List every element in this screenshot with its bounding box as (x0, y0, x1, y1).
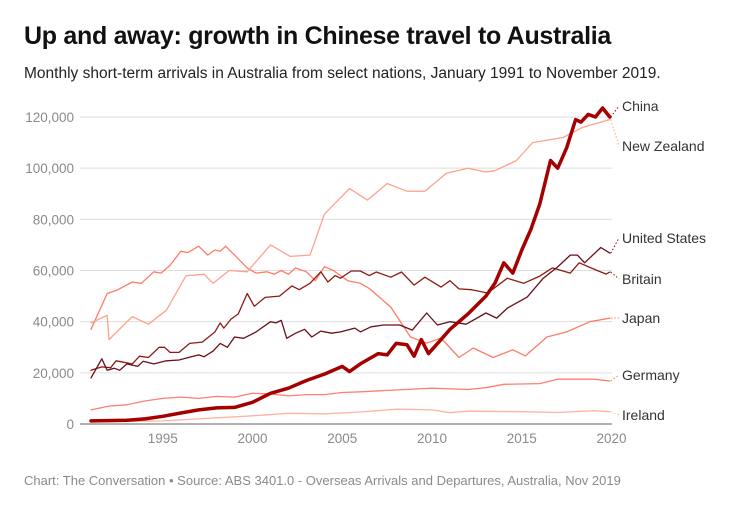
series-connector-ireland (610, 411, 620, 416)
series-line-united-states (90, 246, 611, 379)
series-connector-united-states (610, 237, 620, 254)
x-tick-label: 1995 (148, 431, 178, 446)
series-connector-new-zealand (610, 119, 620, 147)
y-tick-label: 20,000 (33, 366, 74, 381)
chart-source-footer: Chart: The Conversation • Source: ABS 34… (24, 473, 621, 488)
y-tick-label: 100,000 (25, 161, 74, 176)
series-line-britain (90, 262, 611, 371)
series-line-new-zealand (90, 118, 611, 341)
y-tick-label: 80,000 (33, 212, 74, 227)
y-tick-label: 0 (66, 417, 74, 432)
series-label-united-states: United States (622, 230, 706, 246)
x-tick-label: 2000 (238, 431, 268, 446)
series-line-japan (90, 245, 611, 359)
series-line-germany (90, 378, 611, 411)
series-label-germany: Germany (622, 367, 680, 383)
series-label-ireland: Ireland (622, 407, 665, 423)
x-tick-label: 2015 (507, 431, 537, 446)
series-label-new-zealand: New Zealand (622, 138, 705, 154)
series-connector-germany (610, 374, 620, 382)
series-label-japan: Japan (622, 310, 660, 326)
series-label-britain: Britain (622, 271, 662, 287)
x-tick-label: 2020 (597, 431, 627, 446)
series-connector-britain (610, 271, 620, 280)
series-label-china: China (622, 98, 659, 114)
y-tick-label: 40,000 (33, 315, 74, 330)
x-tick-label: 2005 (327, 431, 357, 446)
series-line-ireland (90, 408, 611, 423)
chart-title: Up and away: growth in Chinese travel to… (24, 22, 611, 50)
y-tick-label: 60,000 (33, 264, 74, 279)
chart-subtitle: Monthly short-term arrivals in Australia… (24, 65, 661, 82)
series-connector-china (610, 105, 620, 118)
y-tick-label: 120,000 (25, 110, 74, 125)
x-tick-label: 2010 (417, 431, 447, 446)
series-line-china (89, 106, 612, 423)
